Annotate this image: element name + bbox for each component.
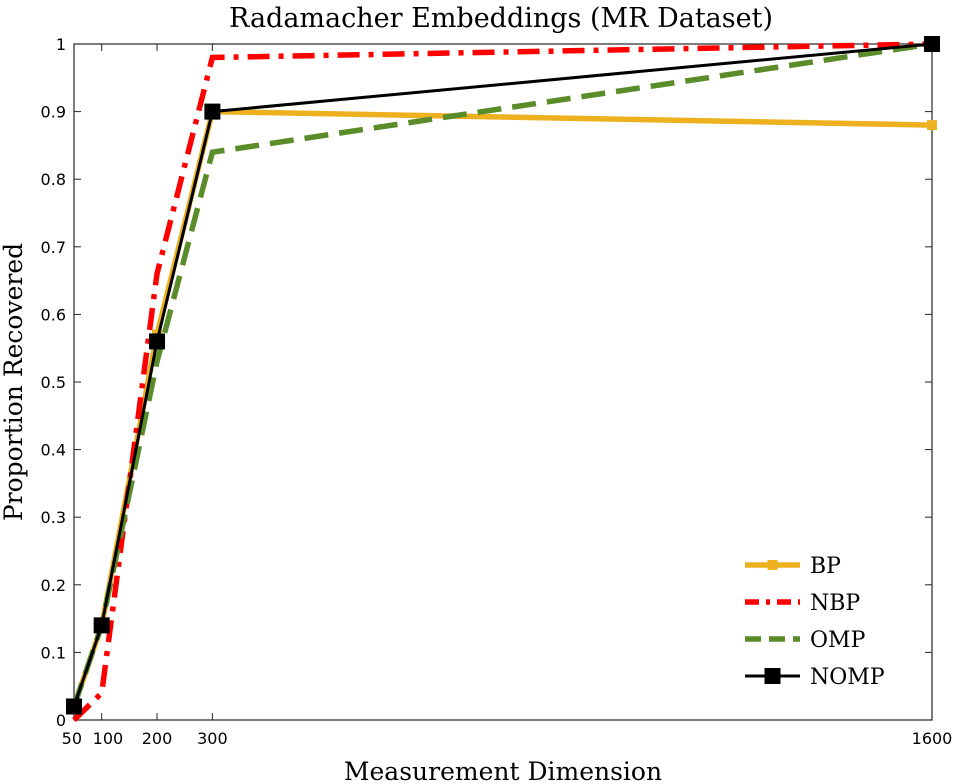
y-tick-label: 0.7: [41, 238, 66, 257]
y-tick-label: 0.3: [41, 508, 66, 527]
y-tick-label: 0.9: [41, 103, 66, 122]
data-point-nomp: [66, 698, 82, 715]
y-axis-ticks: 0 0.1 0.2 0.3 0.4 0.5 0.6 0.7 0.8 0.9 1: [41, 35, 932, 730]
x-tick-label: 200: [142, 729, 173, 748]
data-point-bp: [927, 120, 937, 131]
y-tick-label: 0.6: [41, 305, 66, 324]
data-point-nomp: [924, 36, 940, 52]
y-tick-label: 0.1: [41, 643, 66, 662]
y-tick-label: 0.4: [41, 441, 66, 460]
series-bp: [69, 106, 937, 712]
legend-marker-bp: [767, 560, 778, 570]
series-nbp: [72, 41, 933, 722]
series-nomp: [66, 36, 940, 715]
x-tick-label: 100: [93, 729, 124, 748]
chart-title: Radamacher Embeddings (MR Dataset): [229, 3, 773, 34]
x-tick-label: 300: [197, 729, 228, 748]
y-tick-label: 0.8: [41, 170, 66, 189]
y-tick-label: 1: [56, 35, 66, 54]
x-tick-label: 1600: [912, 729, 953, 748]
data-point-nomp: [93, 617, 110, 634]
legend-label-omp: OMP: [810, 628, 866, 653]
legend: BP NBP OMP NOMP: [745, 554, 885, 690]
legend-label-nbp: NBP: [810, 591, 860, 616]
legend-marker-nomp: [764, 668, 781, 684]
data-point-nomp: [204, 103, 221, 120]
legend-label-bp: BP: [810, 554, 841, 579]
series-group: [66, 36, 940, 722]
x-axis-ticks: 50 100 200 300 1600: [62, 44, 953, 748]
y-tick-label: 0.5: [41, 373, 66, 392]
data-point-nomp: [149, 333, 166, 350]
y-tick-label: 0.2: [41, 576, 66, 595]
y-axis-label: Proportion Recovered: [0, 243, 28, 521]
series-line-bp: [71, 108, 933, 708]
x-tick-label: 50: [62, 729, 82, 748]
x-axis-label: Measurement Dimension: [344, 757, 662, 784]
legend-label-nomp: NOMP: [810, 665, 885, 690]
y-tick-label: 0: [56, 711, 66, 730]
series-line-nbp: [72, 41, 933, 722]
